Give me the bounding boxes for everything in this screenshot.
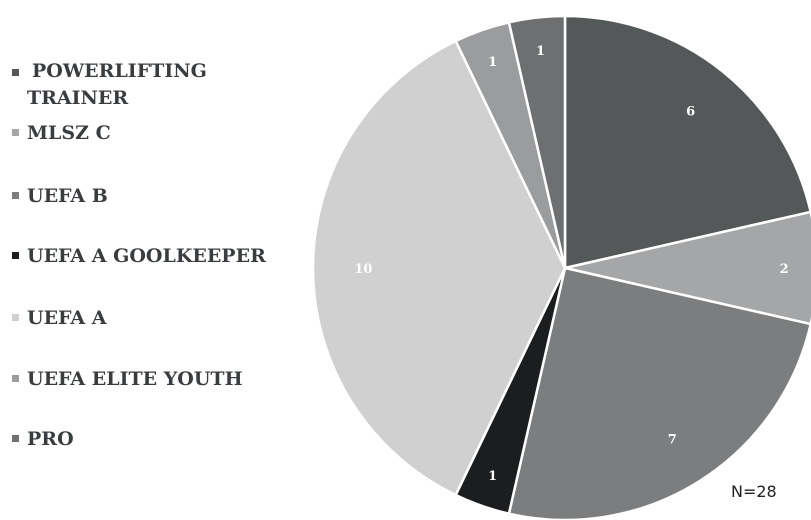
- legend-swatch-mlsz-c: [12, 129, 19, 136]
- legend-label-uefa-a: UEFA A: [27, 307, 107, 329]
- legend-label-mlsz-c: MLSZ C: [27, 122, 111, 144]
- slice-value-label-uefa-b: 7: [668, 433, 677, 448]
- legend-label-powerlifting-trainer: POWERLIFTING TRAINER: [27, 60, 207, 109]
- legend-label-pro: PRO: [27, 428, 74, 450]
- pie-slice-uefa-a: [311, 39, 567, 497]
- pie-slice-pro: [507, 14, 567, 270]
- slice-value-label-powerlifting-trainer: 6: [686, 104, 695, 119]
- legend-label-uefa-elite-youth: UEFA ELITE YOUTH: [27, 368, 243, 390]
- pie-slices: [311, 14, 811, 520]
- legend-label-uefa-a-goolkeeper: UEFA A GOOLKEEPER: [27, 245, 266, 267]
- legend-swatch-uefa-a-goolkeeper: [12, 252, 19, 259]
- legend-swatch-uefa-b: [12, 192, 19, 199]
- legend-label-uefa-b: UEFA B: [27, 185, 108, 207]
- legend-swatch-pro: [12, 435, 19, 442]
- pie-slice-mlsz-c: [563, 210, 811, 326]
- sample-size-annotation: N=28: [731, 482, 777, 501]
- slice-value-label-uefa-a-goolkeeper: 1: [488, 469, 497, 484]
- legend-swatch-uefa-elite-youth: [12, 375, 19, 382]
- slice-value-label-uefa-a: 10: [354, 262, 372, 277]
- slice-labels: 6 2 7 1 10 1 1: [354, 44, 788, 484]
- pie-slice-powerlifting-trainer: [563, 14, 811, 270]
- slice-value-label-uefa-elite-youth: 1: [488, 55, 497, 70]
- legend: POWERLIFTING TRAINER MLSZ C UEFA B UEFA A GO…: [12, 60, 266, 450]
- legend-swatch-uefa-a: [12, 314, 19, 321]
- legend-swatch-powerlifting-trainer: [12, 69, 19, 76]
- slice-value-label-mlsz-c: 2: [780, 262, 789, 277]
- slice-value-label-pro: 1: [536, 44, 545, 59]
